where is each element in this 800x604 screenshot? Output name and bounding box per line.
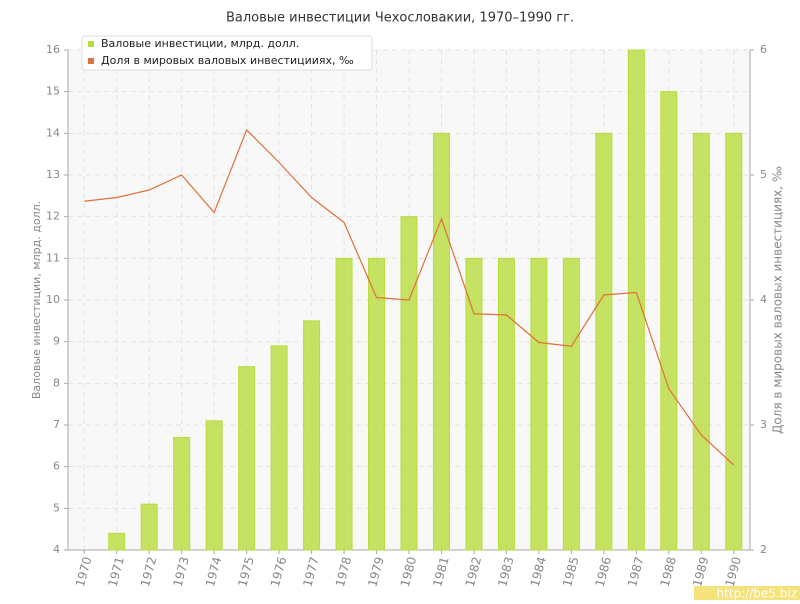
legend-swatch <box>88 41 94 47</box>
x-tick-label: 1986 <box>593 555 614 588</box>
bar <box>530 257 548 551</box>
x-tick-label: 1988 <box>658 555 679 588</box>
x-tick-label: 1978 <box>333 555 354 588</box>
x-tick-label: 1979 <box>365 555 386 588</box>
y2-tick-label: 5 <box>760 168 767 181</box>
bar <box>432 132 450 551</box>
x-tick-label: 1973 <box>170 555 191 588</box>
y-tick-label: 14 <box>46 126 60 139</box>
x-tick-label: 1982 <box>463 555 484 588</box>
y2-tick-label: 4 <box>760 293 767 306</box>
y-tick-label: 12 <box>46 210 60 223</box>
x-tick-label: 1983 <box>495 555 516 588</box>
bar <box>368 257 386 551</box>
line <box>84 128 735 466</box>
x-tick-label: 1977 <box>300 555 321 588</box>
x-tick-label: 1984 <box>528 555 549 588</box>
bar <box>465 257 483 551</box>
bar <box>303 320 321 551</box>
y-tick-label: 11 <box>46 251 60 264</box>
x-tick-label: 1990 <box>723 555 744 588</box>
bar <box>270 345 288 551</box>
y2-tick-label: 6 <box>760 43 767 56</box>
bar <box>400 216 418 551</box>
y-tick-label: 8 <box>53 376 60 389</box>
x-tick-label: 1975 <box>235 555 256 588</box>
x-tick-label: 1989 <box>690 555 711 588</box>
x-tick-label: 1971 <box>106 555 127 588</box>
legend: Валовые инвестиции, млрд. долл. Доля в ми… <box>81 35 373 71</box>
bar <box>497 257 515 551</box>
y2-axis-label: Доля в мировых валовых инвестициях, ‰ <box>771 166 785 434</box>
y-tick-label: 9 <box>53 335 60 348</box>
bar <box>627 49 645 551</box>
bar <box>692 132 710 551</box>
bar <box>140 503 158 551</box>
y-axis-label: Валовые инвестиции, млрд. долл. <box>30 201 43 399</box>
x-tick-label: 1980 <box>398 555 419 588</box>
bar <box>660 91 678 551</box>
y-tick-label: 10 <box>46 293 60 306</box>
bar <box>238 366 256 551</box>
y2-tick-label: 2 <box>760 543 767 556</box>
bar <box>205 420 223 551</box>
bar <box>173 437 191 551</box>
x-tick-label: 1981 <box>430 555 451 588</box>
legend-label: Валовые инвестиции, млрд. долл. <box>101 37 299 50</box>
x-tick-label: 1974 <box>203 555 224 588</box>
x-tick-label: 1985 <box>560 555 581 588</box>
x-tick-label: 1970 <box>73 555 94 588</box>
bar <box>595 132 613 551</box>
chart-title: Валовые инвестиции Чехословакии, 1970–19… <box>226 11 574 26</box>
watermark: http://be5.biz <box>717 587 797 601</box>
y-tick-label: 4 <box>53 543 60 556</box>
legend-label: Доля в мировых валовых инвестицииях, ‰ <box>101 54 354 67</box>
y-tick-label: 6 <box>53 460 60 473</box>
y-tick-label: 7 <box>53 418 60 431</box>
y-tick-label: 5 <box>53 501 60 514</box>
watermark-bg <box>694 586 800 600</box>
x-tick-label: 1972 <box>138 555 159 588</box>
y2-tick-label: 3 <box>760 418 767 431</box>
legend-box <box>81 35 373 71</box>
y-tick-label: 13 <box>46 168 60 181</box>
bar <box>562 257 580 551</box>
bar <box>108 532 126 551</box>
bar <box>335 257 353 551</box>
legend-swatch <box>88 58 94 64</box>
y-tick-label: 15 <box>46 85 60 98</box>
x-tick-label: 1987 <box>625 555 646 588</box>
bar <box>725 132 743 551</box>
y-tick-label: 16 <box>46 43 60 56</box>
x-tick-label: 1976 <box>268 555 289 588</box>
